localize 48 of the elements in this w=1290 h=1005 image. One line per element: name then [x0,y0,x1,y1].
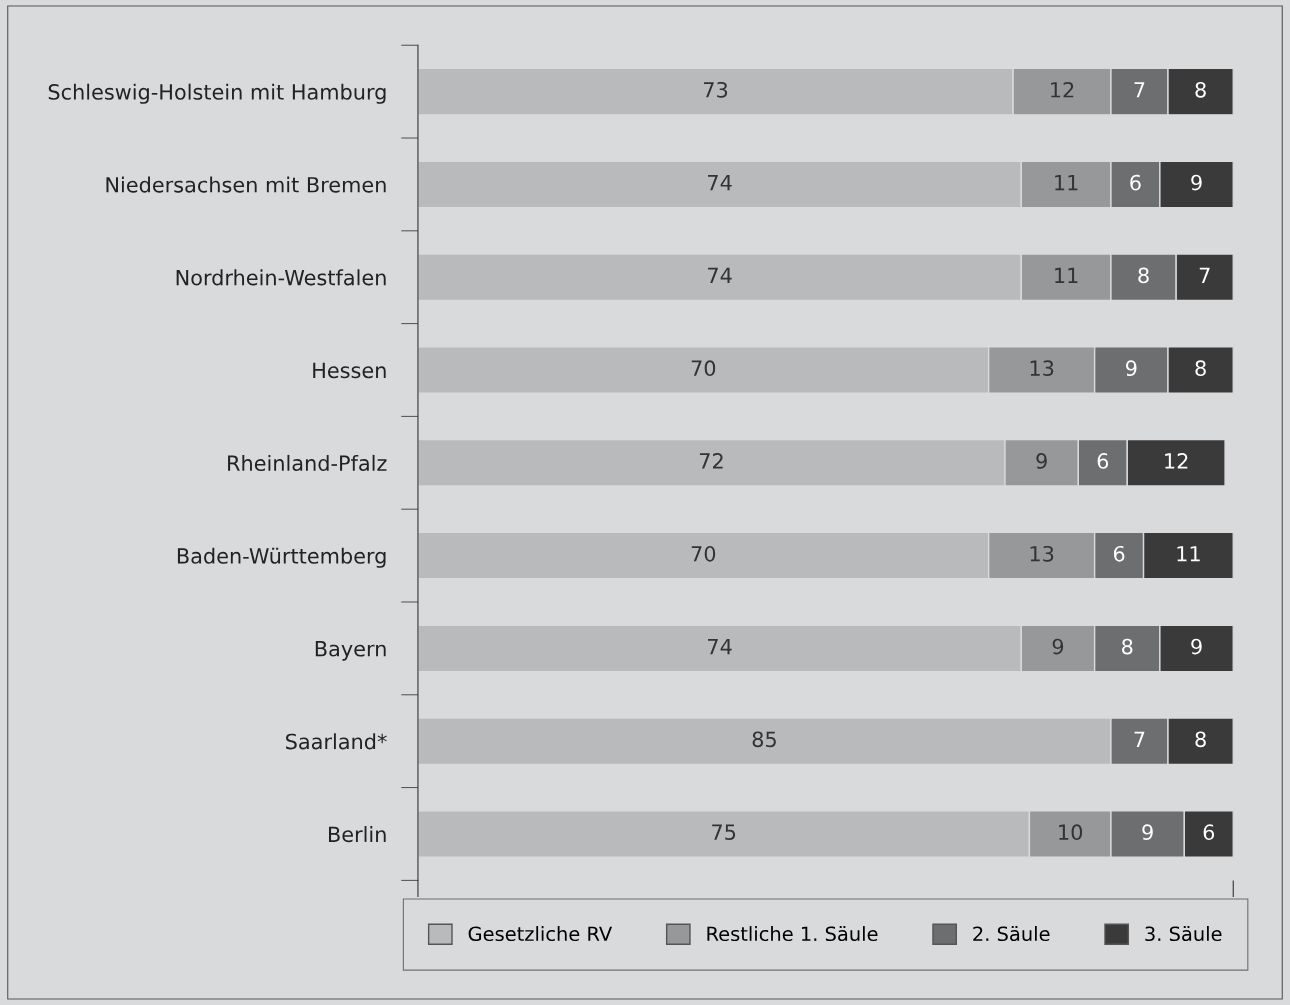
data-label: 11 [1177,546,1200,562]
data-label: 13 [1030,360,1054,377]
data-label: 6 [1130,174,1141,191]
data-label: 8 [1195,360,1206,377]
data-label: 9 [1191,174,1202,191]
data-label: 9 [1052,638,1064,655]
data-label: 8 [1195,81,1206,98]
y-tick-label: Nordrhein-Westfalen [176,269,386,286]
y-tick-label: Berlin [328,826,386,843]
data-label: 9 [1142,824,1153,841]
data-label: 75 [712,824,736,841]
data-label: 74 [708,174,732,191]
y-tick-label: Baden-Württemberg [177,547,386,568]
legend-label: Gesetzliche RV [468,926,613,942]
data-label: 85 [752,731,776,748]
legend-label: 3. Säule [1145,926,1222,942]
data-label: 72 [699,453,723,469]
data-label: 6 [1203,824,1215,841]
y-tick-label: Schleswig-Holstein mit Hamburg [48,83,386,104]
y-tick-label: Niedersachsen mit Bremen [106,176,386,193]
data-label: 9 [1126,360,1137,377]
data-label: 13 [1030,545,1054,562]
data-label: 7 [1199,267,1210,283]
data-label: 8 [1122,638,1133,655]
data-label: 12 [1051,81,1074,98]
data-label: 8 [1138,267,1149,284]
data-label: 6 [1097,453,1109,469]
data-label: 70 [691,545,716,562]
data-label: 8 [1195,731,1206,748]
data-label: 12 [1165,453,1188,469]
data-label: 11 [1055,174,1078,191]
data-label: 9 [1191,638,1202,655]
data-label: 9 [1036,453,1047,469]
data-label: 74 [708,267,732,283]
data-label: 7 [1134,731,1145,747]
legend-label: 2. Säule [973,926,1050,942]
data-label: 6 [1113,545,1125,562]
data-label: 10 [1059,824,1083,841]
data-label: 74 [708,638,732,655]
data-label: 73 [703,81,728,98]
y-tick-label: Hessen [313,362,386,379]
legend-label: Restliche 1. Säule [707,926,878,942]
y-tick-label: Bayern [315,641,386,661]
data-label: 11 [1055,267,1078,283]
y-tick-label: Rheinland-Pfalz [228,454,387,472]
y-tick-label: Saarland* [286,733,387,750]
data-label: 7 [1134,82,1145,98]
data-label: 70 [691,360,716,377]
